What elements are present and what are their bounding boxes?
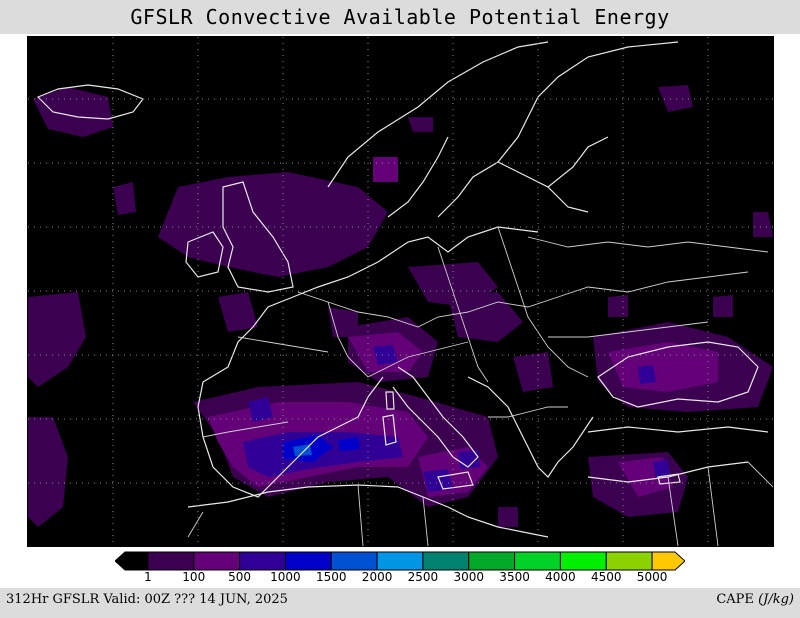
colorbar-tick-label: 1 xyxy=(144,570,152,584)
colorbar-tick-label: 2500 xyxy=(407,570,439,584)
colorbar-segment xyxy=(376,551,424,571)
colorbar-tick-label: 4500 xyxy=(590,570,622,584)
colorbar-tick-label: 1500 xyxy=(315,570,347,584)
colorbar-segment xyxy=(651,551,685,571)
colorbar-tick-label: 5000 xyxy=(636,570,668,584)
colorbar-segment xyxy=(239,551,286,571)
colorbar-segment xyxy=(284,551,332,571)
colorbar-tick-label: 2000 xyxy=(361,570,393,584)
colorbar-segments xyxy=(115,551,685,571)
colorbar-segment xyxy=(559,551,607,571)
coastlines xyxy=(36,41,769,538)
variable-unit: (J/kg) xyxy=(758,592,794,607)
colorbar-tick-labels: 1 100 500 1000 1500 2000 2500 3000 3500 4000 4500 5… xyxy=(0,570,800,586)
colorbar-segment xyxy=(330,551,378,571)
colorbar-tick-label: 3500 xyxy=(499,570,530,584)
cape-map xyxy=(27,36,774,547)
colorbar-segment xyxy=(514,551,561,571)
variable-unit-label: CAPE (J/kg) xyxy=(716,592,794,607)
colorbar-segment xyxy=(115,551,149,571)
lat-lon-grid xyxy=(28,37,773,546)
variable-name: CAPE xyxy=(716,592,754,607)
colorbar-tick-label: 100 xyxy=(182,570,206,584)
colorbar-segment xyxy=(193,551,241,571)
colorbar-segment xyxy=(147,551,195,571)
map-title: GFSLR Convective Available Potential Ene… xyxy=(0,0,800,34)
colorbar-segment xyxy=(605,551,653,571)
cape-colorbar xyxy=(115,551,685,571)
colorbar-tick-label: 500 xyxy=(228,570,252,584)
footer-bar: 312Hr GFSLR Valid: 00Z ??? 14 JUN, 2025 … xyxy=(0,588,800,618)
colorbar-tick-label: 1000 xyxy=(270,570,301,584)
colorbar-tick-label: 4000 xyxy=(545,570,576,584)
colorbar-segment xyxy=(422,551,470,571)
colorbar-tick-label: 3000 xyxy=(453,570,485,584)
valid-time-label: 312Hr GFSLR Valid: 00Z ??? 14 JUN, 2025 xyxy=(6,592,288,607)
colorbar-segment xyxy=(468,551,516,571)
cape-map-canvas xyxy=(28,37,773,546)
